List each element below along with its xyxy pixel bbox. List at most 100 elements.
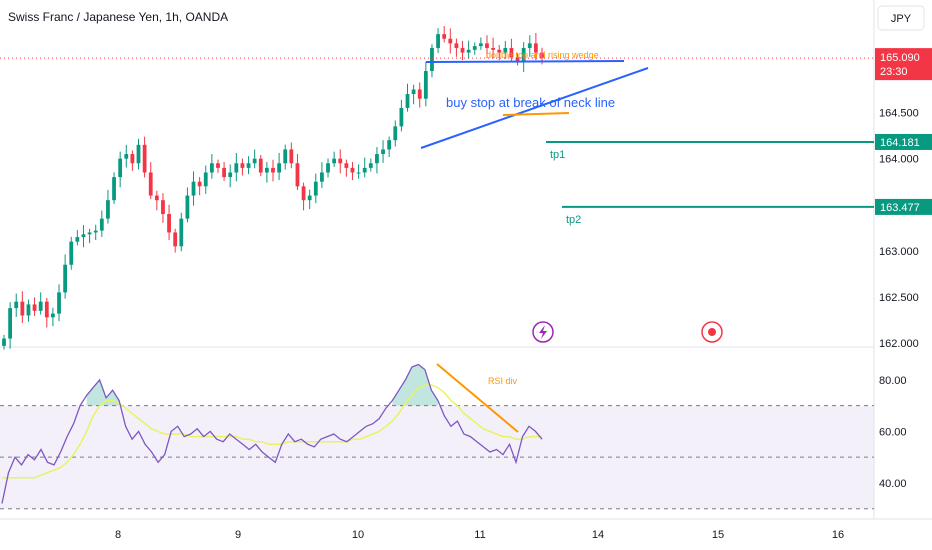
target-price-badge-tp1 (875, 133, 932, 150)
time-tick-label: 9 (235, 529, 241, 541)
target-label-tp1: tp1 (550, 149, 565, 161)
candle-body (81, 234, 86, 238)
candle-body (136, 144, 141, 164)
countdown-label: 23:30 (880, 66, 908, 78)
candle-body (222, 167, 226, 178)
time-tick-label: 11 (474, 529, 485, 541)
price-tick-label: 164.500 (879, 108, 919, 120)
candle-body (51, 313, 55, 318)
candle-body (362, 167, 367, 173)
candle-body (99, 218, 104, 231)
candle-body (387, 140, 392, 150)
rsi-div-note[interactable]: RSI div (488, 376, 518, 386)
candle-body (448, 38, 453, 44)
candle-body (283, 149, 288, 164)
candle-body (430, 47, 434, 72)
candle-body (466, 49, 471, 53)
candle-body (301, 186, 306, 201)
candle-body (216, 163, 220, 168)
candle-body (264, 167, 269, 173)
axes-group: 165.500165.000164.500164.000163.500163.0… (0, 15, 932, 541)
wedge-top-line[interactable] (425, 60, 625, 63)
pattern-note[interactable]: double top and rising wedge (486, 50, 599, 60)
time-tick-label: 14 (592, 529, 604, 541)
candle-body (185, 195, 190, 219)
annotations-group: tp1 tp2 double top and rising wedge buy sto… (420, 50, 874, 433)
currency-button[interactable]: JPY (877, 5, 925, 31)
rsi-tick-label: 80.00 (879, 375, 907, 387)
candle-body (307, 195, 312, 201)
candle-body (527, 43, 532, 48)
rsi-tick-label: 40.00 (879, 478, 907, 490)
candle-body (69, 241, 74, 265)
candle-body (326, 163, 330, 173)
candle-body (203, 172, 208, 187)
candle-body (179, 218, 184, 247)
candle-body (118, 158, 123, 178)
candle-body (454, 43, 459, 48)
candle-body (63, 264, 68, 293)
candle-body (20, 301, 25, 316)
buy-stop-note[interactable]: buy stop at break of neck line (446, 95, 615, 110)
candle-body (234, 163, 239, 173)
candle-body (277, 163, 282, 173)
candle-body (393, 126, 398, 141)
candle-body (197, 181, 202, 187)
candle-body (26, 304, 31, 316)
candle-body (417, 89, 422, 99)
time-tick-label: 10 (352, 529, 364, 541)
rsi-pane-bg (0, 349, 874, 519)
time-tick-label: 8 (115, 529, 121, 541)
target-label-tp2: tp2 (566, 214, 581, 226)
wedge-bottom-line[interactable] (420, 67, 649, 149)
rsi-divergence-line[interactable] (436, 363, 519, 433)
candle-body (313, 181, 318, 196)
candle-body (106, 200, 110, 219)
candle-body (32, 304, 37, 311)
neckline[interactable] (502, 112, 570, 116)
candle-body (368, 163, 373, 168)
target-price-badge-tp2 (875, 198, 932, 215)
candle-body (332, 158, 337, 164)
target-price-label-tp2: 163.477 (880, 202, 920, 214)
target-icon[interactable] (701, 321, 723, 343)
candle-body (350, 167, 355, 173)
candle-body (399, 107, 404, 127)
candle-body (209, 163, 214, 173)
candle-body (405, 94, 410, 108)
current-price-label: 165.090 (880, 52, 920, 64)
candle-body (14, 301, 19, 309)
candle-body (515, 57, 520, 62)
target-price-label-tp1: 164.181 (880, 137, 920, 149)
candle-body (460, 47, 465, 53)
rsi-ma-line (2, 384, 542, 479)
time-tick-label: 16 (832, 529, 844, 541)
rsi-group (0, 363, 874, 510)
candle-body (381, 149, 385, 155)
price-tick-label: 163.000 (879, 246, 919, 258)
price-tick-label: 164.000 (879, 154, 919, 166)
candle-body (87, 232, 92, 235)
candle-body (2, 338, 6, 346)
candle-body (503, 47, 508, 53)
candle-body (240, 163, 245, 168)
candle-body (497, 49, 502, 53)
candle-body (8, 308, 13, 339)
lightning-icon[interactable] (532, 321, 554, 343)
candle-body (130, 154, 135, 164)
candle-body (485, 43, 489, 48)
candle-body (148, 172, 153, 196)
candle-body (38, 301, 43, 311)
candle-body (289, 149, 294, 164)
candle-body (228, 172, 233, 178)
time-tick-label: 15 (712, 529, 724, 541)
candle-body (540, 52, 544, 59)
candle-body (472, 46, 477, 50)
candle-body (167, 214, 171, 233)
rsi-line (1, 363, 543, 504)
candle-body (356, 172, 361, 174)
candle-body (491, 47, 495, 50)
symbol-title[interactable]: Swiss Franc / Japanese Yen, 1h, OANDA (8, 10, 228, 24)
candle-body (442, 34, 447, 39)
candle-body (161, 200, 165, 215)
